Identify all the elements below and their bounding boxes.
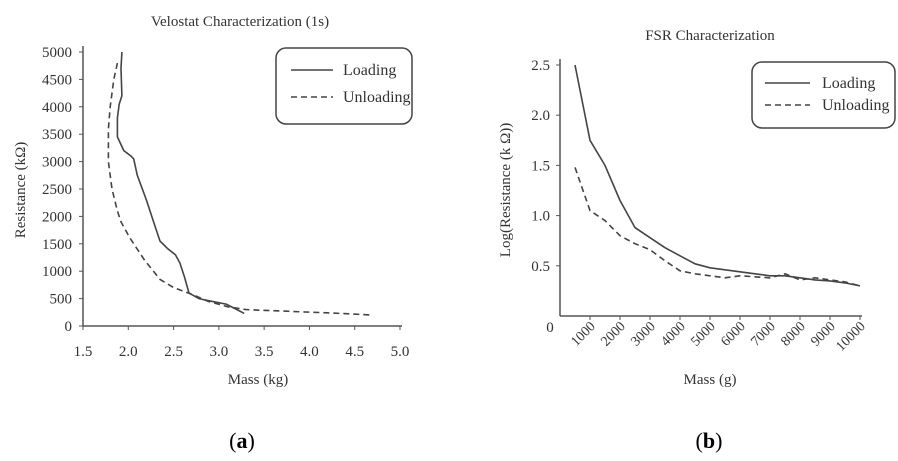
series-line-loading [116,51,245,315]
x-tick-label: 6000 [718,319,748,349]
legend: Loading Unloading [275,47,413,125]
legend-label-loading: Loading [822,75,875,92]
y-tick-label: 4000 [42,100,72,116]
y-tick-label: 1.5 [531,158,550,174]
legend: Loading Unloading [751,61,896,129]
y-tick-label: 0 [65,319,73,335]
y-tick-label: 2.5 [531,58,550,74]
x-tick-label: 4.0 [300,344,319,360]
y-tick-label: 500 [50,292,73,308]
chart-title: Velostat Characterization (1s) [151,14,329,30]
y-axis-label: Resistance (kΩ) [13,142,29,239]
y-tick-label: 1000 [42,264,72,280]
x-tick-label: 3000 [628,319,658,349]
y-tick-label: 3000 [42,155,72,171]
x-tick-label: 3.5 [255,344,274,360]
y-tick-label: 3500 [42,127,72,143]
legend-box [275,47,413,125]
x-axis-label: Mass (kg) [228,372,288,388]
origin-label: 0 [546,320,554,336]
y-tick-label: 2.0 [531,108,550,124]
chart-panel-a: Velostat Characterization (1s) 0 500 1000 15… [13,14,413,453]
y-tick-label: 1500 [42,237,72,253]
panel-caption: (a) [229,428,255,453]
y-tick-label: 0.5 [531,259,550,275]
legend-label-unloading: Unloading [343,89,411,106]
series-line-loading [574,64,861,287]
series-line-unloading [574,167,861,287]
x-tick-label: 5.0 [391,344,410,360]
x-tick-label: 1.5 [74,344,93,360]
series-line-unloading [107,62,372,316]
legend-label-loading: Loading [343,62,396,79]
x-tick-label: 8000 [778,319,808,349]
x-tick-label: 10000 [833,319,868,354]
x-tick-label: 1000 [568,319,598,349]
panel-caption: (b) [696,428,723,453]
chart-panel-b: FSR Characterization 0.5 1.0 1.5 2.0 2.5 1000 2… [498,28,896,453]
legend-box [751,61,896,129]
y-tick-label: 2000 [42,209,72,225]
chart-title: FSR Characterization [645,28,775,44]
x-tick-label: 2.5 [164,344,183,360]
y-tick-label: 5000 [42,45,72,61]
x-tick-label: 7000 [748,319,778,349]
x-tick-label: 4.5 [345,344,364,360]
x-tick-label: 2000 [598,319,628,349]
legend-label-unloading: Unloading [822,97,890,114]
y-tick-label: 4500 [42,72,72,88]
y-tick-label: 1.0 [531,209,550,225]
x-tick-label: 3.0 [209,344,228,360]
y-axis-label: Log(Resistance (k Ω)) [498,123,514,257]
y-tick-label: 2500 [42,182,72,198]
x-axis-label: Mass (g) [684,372,737,388]
x-tick-label: 4000 [658,319,688,349]
x-tick-label: 5000 [688,319,718,349]
x-tick-label: 2.0 [119,344,138,360]
